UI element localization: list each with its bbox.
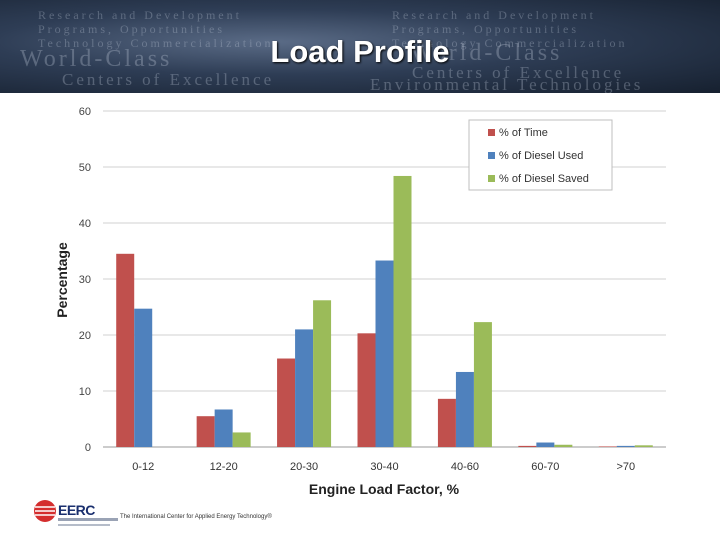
x-tick-label: >70 (616, 461, 635, 473)
header-banner: Research and Development Programs, Oppor… (0, 0, 720, 93)
x-tick-label: 40-60 (451, 461, 479, 473)
bar (473, 322, 492, 447)
legend-swatch (488, 175, 495, 182)
legend-swatch (488, 129, 495, 136)
legend-swatch (488, 152, 495, 159)
legend-label: % of Time (499, 127, 548, 139)
bar (518, 445, 537, 447)
banner-text: Programs, Opportunities (38, 22, 225, 36)
y-tick-label: 50 (79, 162, 91, 174)
logo-tagline (58, 518, 118, 521)
y-tick-label: 30 (79, 274, 91, 286)
banner-text: Technology Commercialization (38, 36, 274, 50)
bar (554, 444, 573, 447)
bar (134, 308, 153, 447)
x-tick-label: 12-20 (210, 461, 238, 473)
y-tick-label: 40 (79, 218, 91, 230)
y-tick-label: 0 (85, 442, 91, 454)
bar (375, 260, 394, 447)
x-tick-label: 0-12 (132, 461, 154, 473)
bar (313, 300, 332, 447)
banner-text: Research and Development (392, 8, 596, 22)
logo-tagline (58, 524, 110, 526)
bar (196, 416, 215, 447)
x-axis-label: Engine Load Factor, % (309, 481, 460, 497)
bar-chart: 0 10 20 30 40 50 60 0-12 12-20 20-30 30-40 40-60 60-… (54, 106, 666, 497)
banner-text: Programs, Opportunities (392, 22, 579, 36)
bar (277, 358, 296, 447)
eerc-logo-icon (34, 500, 56, 522)
y-tick-label: 60 (79, 106, 91, 118)
banner-text: World-Class (20, 46, 173, 72)
banner-text: Environmental Technologies (370, 75, 644, 93)
slide-title: Load Profile (270, 34, 450, 69)
bar (232, 432, 251, 447)
logo-text: EERC (58, 502, 95, 518)
x-tick-label: 20-30 (290, 461, 318, 473)
legend-label: % of Diesel Saved (499, 173, 589, 185)
banner-text: World-Class (410, 40, 563, 66)
legend-label: % of Diesel Used (499, 150, 583, 162)
bar (295, 329, 314, 447)
y-tick-label: 10 (79, 386, 91, 398)
banner-text: Centers of Excellence (62, 70, 275, 89)
bar (116, 253, 135, 447)
bar (437, 398, 456, 447)
bar (536, 442, 555, 447)
y-tick-label: 20 (79, 330, 91, 342)
bar (214, 409, 233, 447)
banner-text: Research and Development (38, 8, 242, 22)
bar (357, 333, 376, 447)
bar (616, 445, 635, 447)
x-tick-label: 60-70 (531, 461, 559, 473)
bar (634, 445, 653, 447)
banner-text: Technology Commercialization (392, 36, 628, 50)
footer-text: The International Center for Applied Ene… (120, 514, 272, 520)
y-axis-label: Percentage (54, 242, 70, 318)
bar (393, 175, 412, 447)
bar (598, 446, 617, 447)
x-tick-label: 30-40 (370, 461, 398, 473)
banner-text: Centers of Excellence (412, 63, 625, 82)
bar (455, 371, 474, 447)
